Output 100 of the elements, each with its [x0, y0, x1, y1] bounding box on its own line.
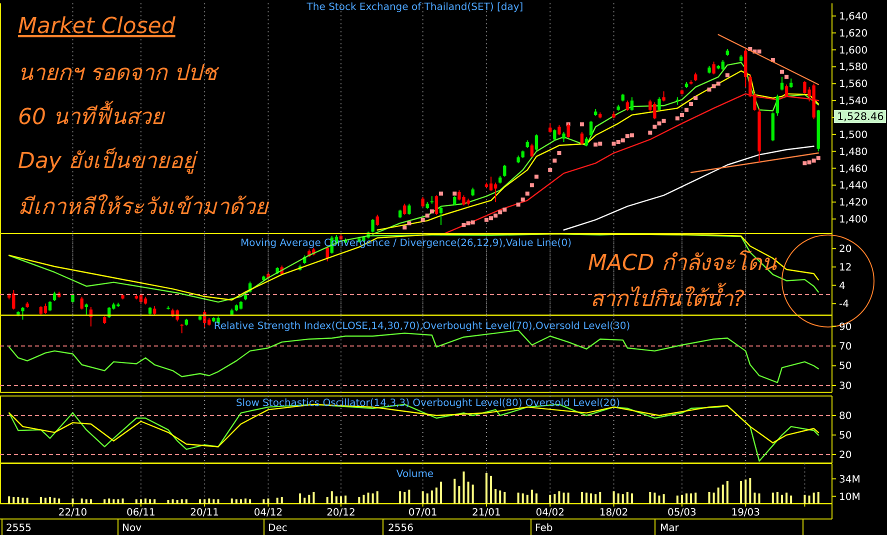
x-tick-label: 04/12	[254, 508, 283, 519]
x-tick-label: 20/11	[190, 508, 220, 519]
x-tick-label: 04/02	[536, 508, 565, 519]
annotation: มีเกาหลีให้ระวังเข้ามาด้วย	[18, 194, 270, 220]
x-tick-label: 06/11	[126, 508, 156, 519]
y-tick-label: 1,600	[839, 45, 868, 56]
point	[462, 222, 466, 227]
point	[662, 118, 666, 123]
y-tick-label: 12	[839, 262, 852, 274]
y-tick-label: 20	[839, 244, 852, 256]
point	[425, 214, 430, 218]
point	[652, 124, 657, 129]
point	[516, 202, 520, 207]
y-tick-label: 1,560	[839, 79, 868, 90]
y-tick-label: 80	[839, 411, 852, 422]
point	[548, 168, 552, 172]
point	[689, 102, 694, 106]
point	[430, 209, 434, 214]
point	[616, 140, 620, 144]
y-tick-label: 1,620	[839, 28, 868, 40]
x-tick-label: 19/03	[731, 508, 760, 519]
point	[707, 88, 712, 92]
point	[757, 50, 762, 54]
annotation: นายกฯ รอดจาก ปปช	[18, 61, 220, 86]
point	[630, 133, 634, 138]
point	[494, 214, 498, 218]
y-tick-label: 20	[839, 450, 852, 462]
annotation: 60 นาทีฟื้นสวย	[18, 100, 166, 130]
point	[594, 142, 598, 147]
annotation: Market Closed	[18, 14, 176, 39]
x-tick-label: 22/10	[58, 508, 88, 519]
point	[525, 192, 530, 196]
point	[802, 161, 807, 166]
y-tick-label: 1,480	[839, 146, 868, 158]
text: Mar	[660, 523, 680, 534]
y-tick-label: 1,540	[839, 96, 868, 108]
y-tick-label: 10M	[839, 492, 860, 503]
y-tick-label: 50	[839, 430, 852, 442]
point	[466, 221, 470, 226]
point	[484, 218, 488, 222]
y-tick-label: 50	[839, 361, 852, 372]
point	[552, 158, 557, 163]
text: Feb	[535, 523, 553, 534]
point	[675, 116, 680, 120]
point	[725, 73, 730, 78]
point	[557, 151, 562, 156]
point	[470, 220, 475, 224]
point	[489, 216, 494, 220]
point	[620, 138, 625, 142]
point	[502, 208, 507, 212]
point	[407, 221, 412, 226]
text: 2556	[388, 523, 414, 534]
y-tick-label: 4	[839, 280, 846, 292]
y-tick-label: -4	[839, 299, 849, 310]
point	[657, 121, 662, 126]
text: Relative Strength Index(CLOSE,14,30,70),Overbought Level(70),Oversold Level(30)	[214, 321, 630, 332]
text: Dec	[268, 523, 288, 534]
point	[625, 134, 630, 138]
x-tick-label: 07/01	[408, 508, 438, 519]
annotation: Day ยังเป็นขายอยู่	[18, 147, 198, 174]
point	[807, 160, 812, 164]
y-tick-label: 30	[839, 380, 852, 392]
y-tick-label: 1,400	[839, 214, 868, 226]
point	[716, 82, 720, 86]
point	[439, 192, 444, 196]
chart-title: The Stock Exchange of Thailand(SET) [day]	[306, 2, 524, 13]
point	[598, 142, 602, 146]
x-tick-label: 20/12	[326, 508, 356, 519]
y-tick-label: 70	[839, 342, 852, 353]
point	[612, 142, 616, 146]
y-tick-label: 1,440	[839, 180, 868, 192]
point	[812, 158, 816, 163]
point	[694, 96, 698, 100]
point	[420, 218, 425, 222]
y-tick-label: 34M	[839, 474, 860, 486]
point	[534, 174, 538, 179]
point	[580, 122, 584, 126]
point	[684, 108, 689, 112]
text: Volume	[396, 469, 434, 480]
text: 2555	[6, 523, 32, 534]
x-tick-label: 05/03	[668, 508, 696, 519]
point	[816, 156, 820, 160]
point	[780, 70, 784, 74]
point	[680, 112, 684, 117]
annotation: ลากไปกินใต้น้ำ?	[590, 282, 745, 312]
point	[530, 183, 534, 188]
point	[648, 130, 652, 135]
point	[452, 192, 457, 196]
y-tick-label: 1,640	[839, 11, 868, 22]
text: Nov	[122, 523, 142, 534]
y-tick-label: 90	[839, 322, 852, 333]
x-tick-label: 18/02	[599, 508, 628, 519]
point	[520, 198, 525, 202]
point	[498, 210, 502, 214]
y-tick-label: 1,500	[839, 130, 868, 141]
y-tick-label: 1,580	[839, 62, 868, 74]
y-tick-label: 1,420	[839, 198, 868, 209]
point	[712, 84, 716, 88]
y-tick-label: 1,460	[839, 164, 868, 175]
text: 1,528.46	[837, 111, 884, 123]
